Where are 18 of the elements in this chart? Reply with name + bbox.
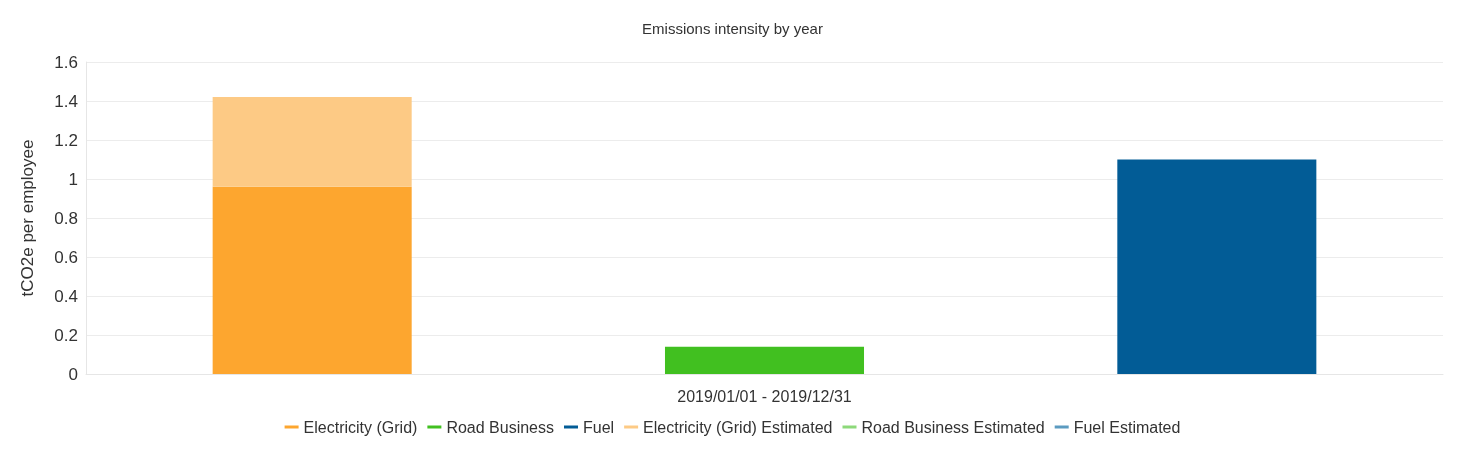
x-tick-label: 2019/01/01 - 2019/12/31 (677, 387, 852, 405)
y-tick-label: 1.4 (54, 91, 78, 111)
y-tick-label: 1.6 (54, 52, 78, 72)
y-tick-label: 1.2 (54, 130, 78, 150)
legend-label: Fuel Estimated (1073, 418, 1181, 436)
legend-label: Electricity (Grid) Estimated (643, 418, 833, 436)
legend-label: Road Business (446, 418, 554, 436)
legend-label: Road Business Estimated (861, 418, 1045, 436)
y-tick-label: 0.6 (54, 247, 78, 267)
legend-label: Fuel (583, 418, 615, 436)
y-tick-label: 0.2 (54, 325, 78, 345)
y-axis-title: tCO2e per employee (18, 139, 37, 297)
chart-title: Emissions intensity by year (642, 20, 823, 37)
y-tick-label: 0.4 (54, 286, 78, 306)
y-tick-label: 1 (68, 169, 78, 189)
legend-label: Electricity (Grid) (303, 418, 418, 436)
y-tick-label: 0 (68, 364, 78, 384)
y-tick-label: 0.8 (54, 208, 78, 228)
